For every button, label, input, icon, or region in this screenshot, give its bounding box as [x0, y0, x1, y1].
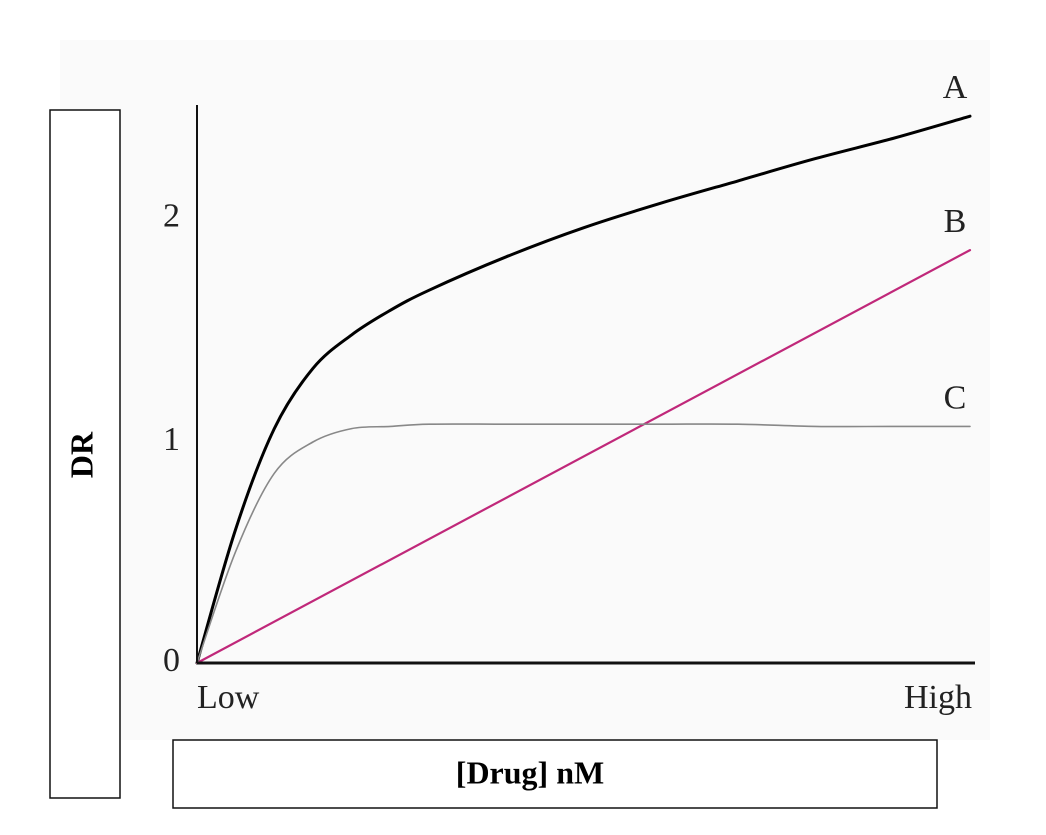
series-group [195, 114, 972, 665]
series-line-a [195, 114, 972, 665]
chart-background [60, 40, 990, 740]
series-label-a: A [943, 69, 968, 106]
x-axis-title-box [172, 739, 938, 809]
series-label-c: C [944, 379, 967, 416]
series-label-b: B [944, 203, 967, 240]
series-line-b [195, 249, 972, 665]
series-line-c [196, 423, 971, 664]
x-tick-label-high: High [904, 679, 972, 716]
y-axis-title-box [49, 109, 121, 799]
x-axis-title: [Drug] nM [456, 754, 604, 790]
y-tick-label-0: 0 [163, 642, 180, 679]
x-tick-label-low: Low [197, 679, 260, 716]
y-axis-title: DR [63, 431, 99, 478]
x-tick-labels: Low High [197, 679, 972, 716]
y-tick-label-1: 1 [163, 421, 180, 458]
y-tick-labels: 0 1 2 [163, 198, 180, 679]
series-labels: A B C [943, 69, 968, 416]
y-tick-label-2: 2 [163, 198, 180, 235]
